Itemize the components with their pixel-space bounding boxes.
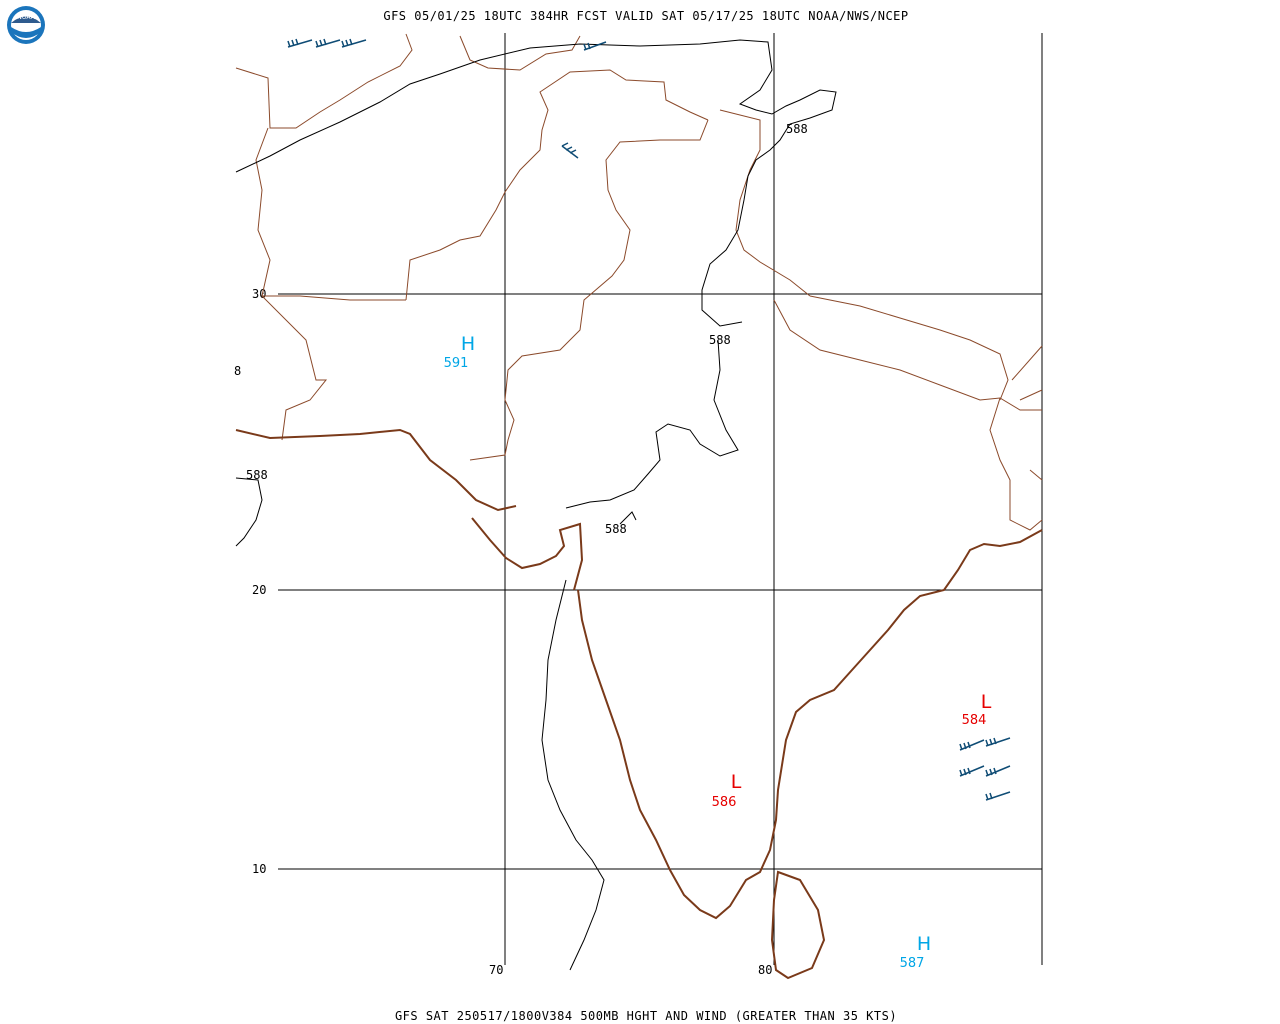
contour-label-588-ne: 588 [786, 122, 808, 136]
political-borders [235, 33, 1043, 531]
wind-barb [959, 739, 985, 751]
contour-label-8-edge: 8 [234, 364, 241, 378]
map-title: GFS 05/01/25 18UTC 384HR FCST VALID SAT … [383, 9, 908, 23]
wind-barb [959, 765, 985, 777]
high-center-value: 591 [444, 356, 469, 371]
pressure-centers: H 591 H 587 L 586 L 584 [444, 333, 992, 971]
wind-barb [583, 41, 607, 51]
lat-label-20: 20 [252, 583, 266, 597]
coastlines [235, 428, 1043, 980]
wind-barb [341, 38, 367, 48]
lon-label-70: 70 [489, 963, 503, 977]
high-center-symbol: H [917, 933, 931, 955]
high-center-value: 587 [900, 956, 925, 971]
contour-label-588-gujarat: 588 [605, 522, 627, 536]
low-center-symbol: L [981, 691, 992, 713]
lat-lon-grid [278, 33, 1043, 965]
lat-label-10: 10 [252, 862, 266, 876]
lon-label-80: 80 [758, 963, 772, 977]
noaa-logo: NOAA [7, 6, 45, 44]
wind-barb [985, 765, 1011, 777]
low-center-value: 584 [962, 713, 987, 728]
wind-barb [287, 38, 313, 48]
wind-barbs [287, 38, 1011, 801]
wind-barb [561, 142, 579, 159]
wind-barb [985, 791, 1011, 801]
wind-barb [985, 737, 1011, 747]
low-center-symbol: L [731, 771, 742, 793]
low-center-value: 586 [712, 795, 737, 810]
height-contours [235, 39, 837, 971]
high-center-symbol: H [461, 333, 475, 355]
map-footer: GFS SAT 250517/1800V384 500MB HGHT AND W… [395, 1009, 897, 1023]
contour-label-588-central: 588 [709, 333, 731, 347]
noaa-logo-text: NOAA [17, 14, 35, 21]
contour-label-588-west: 588 [246, 468, 268, 482]
wind-barb [315, 38, 341, 48]
